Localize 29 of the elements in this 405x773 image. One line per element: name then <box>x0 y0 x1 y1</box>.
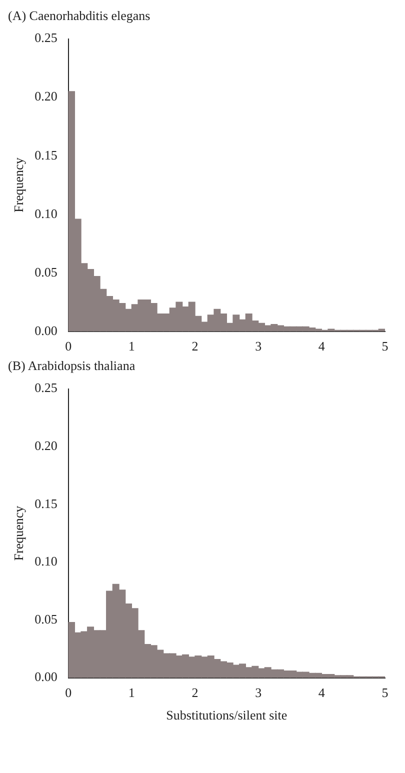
y-tick-label: 0.20 <box>34 88 58 104</box>
x-tick-label: 4 <box>318 338 326 354</box>
x-tick-label: 2 <box>192 685 198 700</box>
chart-title: (B) Arabidopsis thaliana <box>8 358 136 375</box>
y-tick-label: 0.00 <box>34 669 58 684</box>
x-tick-label: 3 <box>255 338 262 354</box>
x-tick-label: 1 <box>128 685 135 700</box>
x-tick-label: 4 <box>318 685 326 700</box>
x-tick-label: 0 <box>65 338 72 354</box>
y-tick-label: 0.25 <box>34 380 58 396</box>
x-tick-label: 2 <box>192 338 198 354</box>
y-tick-label: 0.25 <box>34 30 58 46</box>
y-tick-label: 0.05 <box>34 611 58 626</box>
x-axis-title: Substitutions/silent site <box>166 708 288 723</box>
y-tick-label: 0.00 <box>34 322 58 338</box>
y-axis-title: Frequency <box>11 157 26 213</box>
x-tick-label: 3 <box>255 685 262 700</box>
x-tick-label: 1 <box>128 338 135 354</box>
y-tick-label: 0.10 <box>34 206 58 221</box>
y-tick-label: 0.15 <box>34 496 58 511</box>
y-tick-label: 0.20 <box>34 438 58 454</box>
chart-title: (A) Caenorhabditis elegans <box>8 8 152 25</box>
x-tick-label: 5 <box>382 338 388 354</box>
y-axis-title: Frequency <box>11 505 26 561</box>
y-tick-label: 0.15 <box>34 147 58 162</box>
y-tick-label: 0.05 <box>34 264 58 280</box>
x-tick-label: 0 <box>65 685 72 700</box>
y-tick-label: 0.10 <box>34 554 58 569</box>
x-tick-label: 5 <box>382 685 388 700</box>
